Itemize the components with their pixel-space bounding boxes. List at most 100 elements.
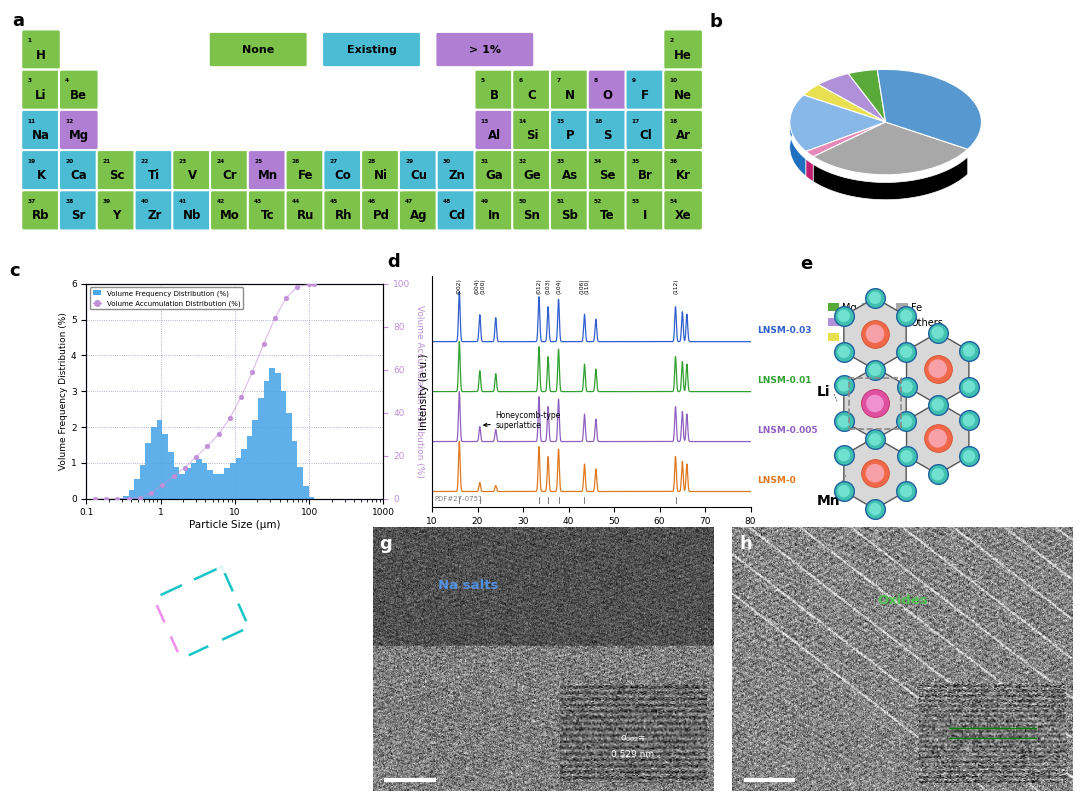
Point bbox=[960, 380, 977, 393]
Wedge shape bbox=[819, 74, 886, 122]
Point bbox=[213, 560, 230, 573]
Text: Co: Co bbox=[335, 169, 352, 182]
Text: Nb: Nb bbox=[183, 209, 201, 222]
Point bbox=[835, 345, 852, 358]
FancyBboxPatch shape bbox=[436, 191, 476, 230]
Text: 50: 50 bbox=[518, 200, 527, 204]
Text: 23: 23 bbox=[178, 159, 187, 164]
Text: 30: 30 bbox=[443, 159, 451, 164]
Point bbox=[866, 397, 883, 410]
Text: O: O bbox=[603, 89, 612, 102]
Point bbox=[16, 762, 33, 775]
Point bbox=[199, 440, 216, 453]
Bar bbox=[253, 420, 258, 499]
Bar bbox=[303, 487, 309, 499]
Point bbox=[84, 547, 102, 560]
Text: Cl: Cl bbox=[639, 129, 651, 142]
Point bbox=[866, 466, 883, 479]
Text: 6: 6 bbox=[518, 79, 523, 84]
FancyBboxPatch shape bbox=[663, 109, 703, 150]
Point bbox=[866, 397, 883, 410]
Point bbox=[866, 363, 883, 376]
Bar bbox=[241, 448, 246, 499]
Point bbox=[866, 363, 883, 376]
Bar bbox=[157, 420, 162, 499]
Text: 11: 11 bbox=[27, 118, 36, 124]
Text: LNSM-0.01: LNSM-0.01 bbox=[757, 376, 812, 385]
Bar bbox=[207, 470, 213, 499]
Text: Li: Li bbox=[816, 385, 831, 399]
Text: 44: 44 bbox=[292, 200, 300, 204]
Text: F: F bbox=[642, 89, 649, 102]
Point bbox=[210, 428, 227, 441]
Point bbox=[260, 757, 278, 770]
Text: 21: 21 bbox=[103, 159, 111, 164]
Point bbox=[866, 328, 883, 341]
Point bbox=[929, 431, 946, 444]
Point bbox=[165, 729, 183, 742]
Point bbox=[835, 485, 852, 498]
Point bbox=[315, 696, 333, 709]
Point bbox=[143, 487, 160, 500]
Text: 13: 13 bbox=[481, 118, 489, 124]
Bar bbox=[235, 457, 241, 499]
Bar bbox=[146, 444, 151, 499]
Text: Cd: Cd bbox=[448, 209, 465, 222]
Point bbox=[36, 715, 53, 728]
Wedge shape bbox=[848, 70, 886, 122]
FancyBboxPatch shape bbox=[285, 191, 325, 230]
Text: h: h bbox=[739, 535, 752, 553]
Point bbox=[835, 448, 852, 461]
Text: 47: 47 bbox=[405, 200, 414, 204]
Text: B: B bbox=[489, 89, 499, 102]
Y-axis label: Volume Frequency Distribution (%): Volume Frequency Distribution (%) bbox=[59, 312, 68, 470]
Point bbox=[206, 637, 224, 650]
FancyBboxPatch shape bbox=[97, 150, 136, 191]
FancyBboxPatch shape bbox=[323, 191, 363, 230]
Point bbox=[159, 622, 176, 635]
Text: 45: 45 bbox=[329, 200, 338, 204]
Point bbox=[835, 415, 852, 428]
Text: Ni: Ni bbox=[374, 169, 388, 182]
Bar bbox=[123, 496, 129, 499]
Point bbox=[309, 589, 326, 602]
X-axis label: 2-Theta (degree): 2-Theta (degree) bbox=[548, 529, 635, 539]
Bar bbox=[264, 380, 269, 499]
Text: 20: 20 bbox=[65, 159, 73, 164]
Bar bbox=[275, 373, 281, 499]
Point bbox=[268, 681, 285, 694]
Text: 39: 39 bbox=[103, 200, 111, 204]
FancyBboxPatch shape bbox=[550, 150, 590, 191]
FancyBboxPatch shape bbox=[22, 29, 60, 70]
FancyBboxPatch shape bbox=[512, 109, 552, 150]
FancyBboxPatch shape bbox=[550, 70, 590, 109]
Point bbox=[153, 478, 171, 491]
Text: Rh: Rh bbox=[335, 209, 352, 222]
Text: 25: 25 bbox=[254, 159, 262, 164]
Bar bbox=[292, 441, 297, 499]
Text: 7: 7 bbox=[556, 79, 561, 84]
Point bbox=[97, 761, 114, 774]
Point bbox=[328, 727, 346, 740]
Text: 27: 27 bbox=[329, 159, 338, 164]
Text: C: C bbox=[528, 89, 537, 102]
Point bbox=[897, 380, 915, 393]
Point bbox=[295, 559, 312, 572]
Wedge shape bbox=[806, 122, 886, 157]
Text: 46: 46 bbox=[367, 200, 376, 204]
Text: 52: 52 bbox=[594, 200, 603, 204]
Text: a: a bbox=[13, 12, 25, 30]
Text: Br: Br bbox=[638, 169, 652, 182]
Text: He: He bbox=[674, 49, 692, 62]
Wedge shape bbox=[789, 95, 886, 152]
Text: (012): (012) bbox=[537, 278, 541, 294]
Text: Ga: Ga bbox=[485, 169, 503, 182]
Bar bbox=[281, 392, 286, 499]
Text: None: None bbox=[242, 45, 274, 54]
Text: Ru: Ru bbox=[297, 209, 314, 222]
Text: LNSM-0.005: LNSM-0.005 bbox=[757, 426, 818, 435]
Text: Al: Al bbox=[488, 129, 501, 142]
Text: 32: 32 bbox=[518, 159, 527, 164]
Point bbox=[301, 666, 319, 679]
FancyBboxPatch shape bbox=[588, 70, 627, 109]
